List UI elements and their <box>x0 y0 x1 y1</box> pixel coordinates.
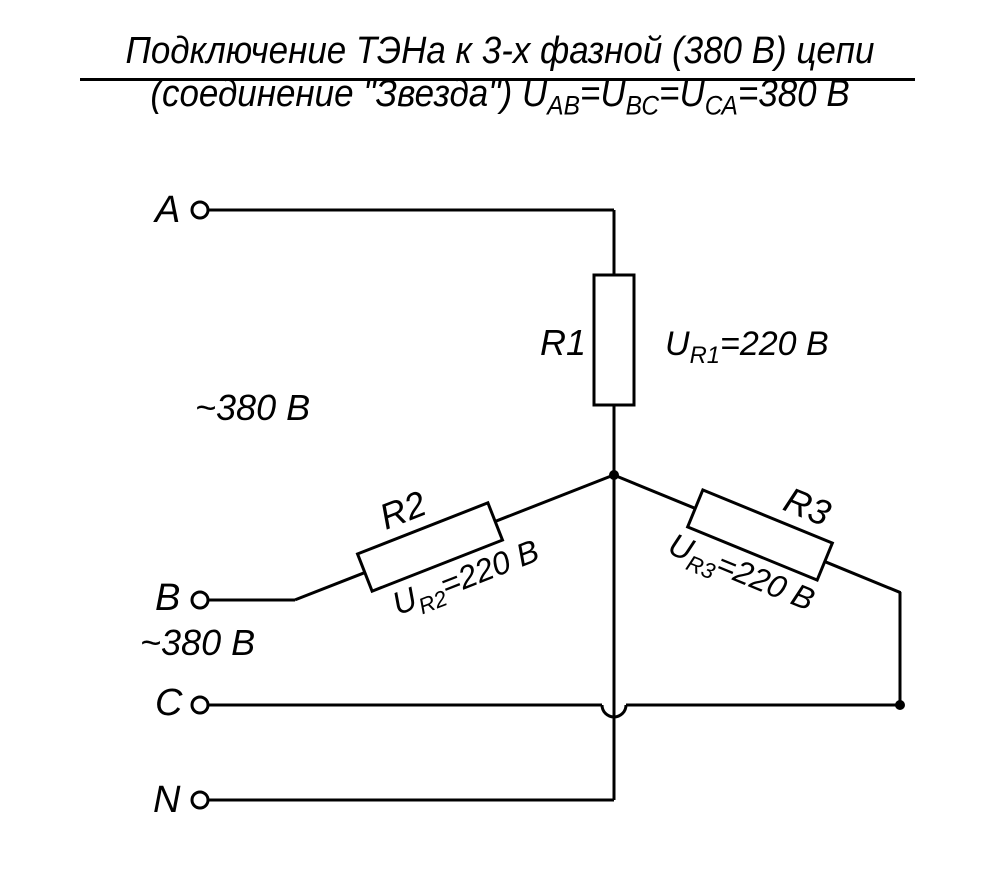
resistor-R1-voltage: UR1=220 В <box>665 325 829 369</box>
terminal-N-icon <box>192 792 208 808</box>
voltage-BC-label: ~380 В <box>140 622 255 663</box>
terminal-N-label: N <box>153 779 181 821</box>
terminal-C-label: C <box>155 682 183 724</box>
terminal-A-icon <box>192 202 208 218</box>
resistor-R2-group: R2 UR2=220 В <box>271 414 638 660</box>
terminal-C-icon <box>192 697 208 713</box>
terminal-B-icon <box>192 592 208 608</box>
resistor-R3-group: R3 UR3=220 В <box>589 415 925 653</box>
voltage-AB-label: ~380 В <box>195 387 310 428</box>
terminal-A-label: A <box>153 189 180 231</box>
circuit-diagram: A R1 UR1=220 В B R2 UR2=220 В R3 UR3=220… <box>0 0 1000 889</box>
node-C-R3-icon <box>895 700 905 710</box>
resistor-R1-label: R1 <box>540 322 586 363</box>
resistor-R1 <box>594 275 634 405</box>
terminal-B-label: B <box>155 577 180 619</box>
